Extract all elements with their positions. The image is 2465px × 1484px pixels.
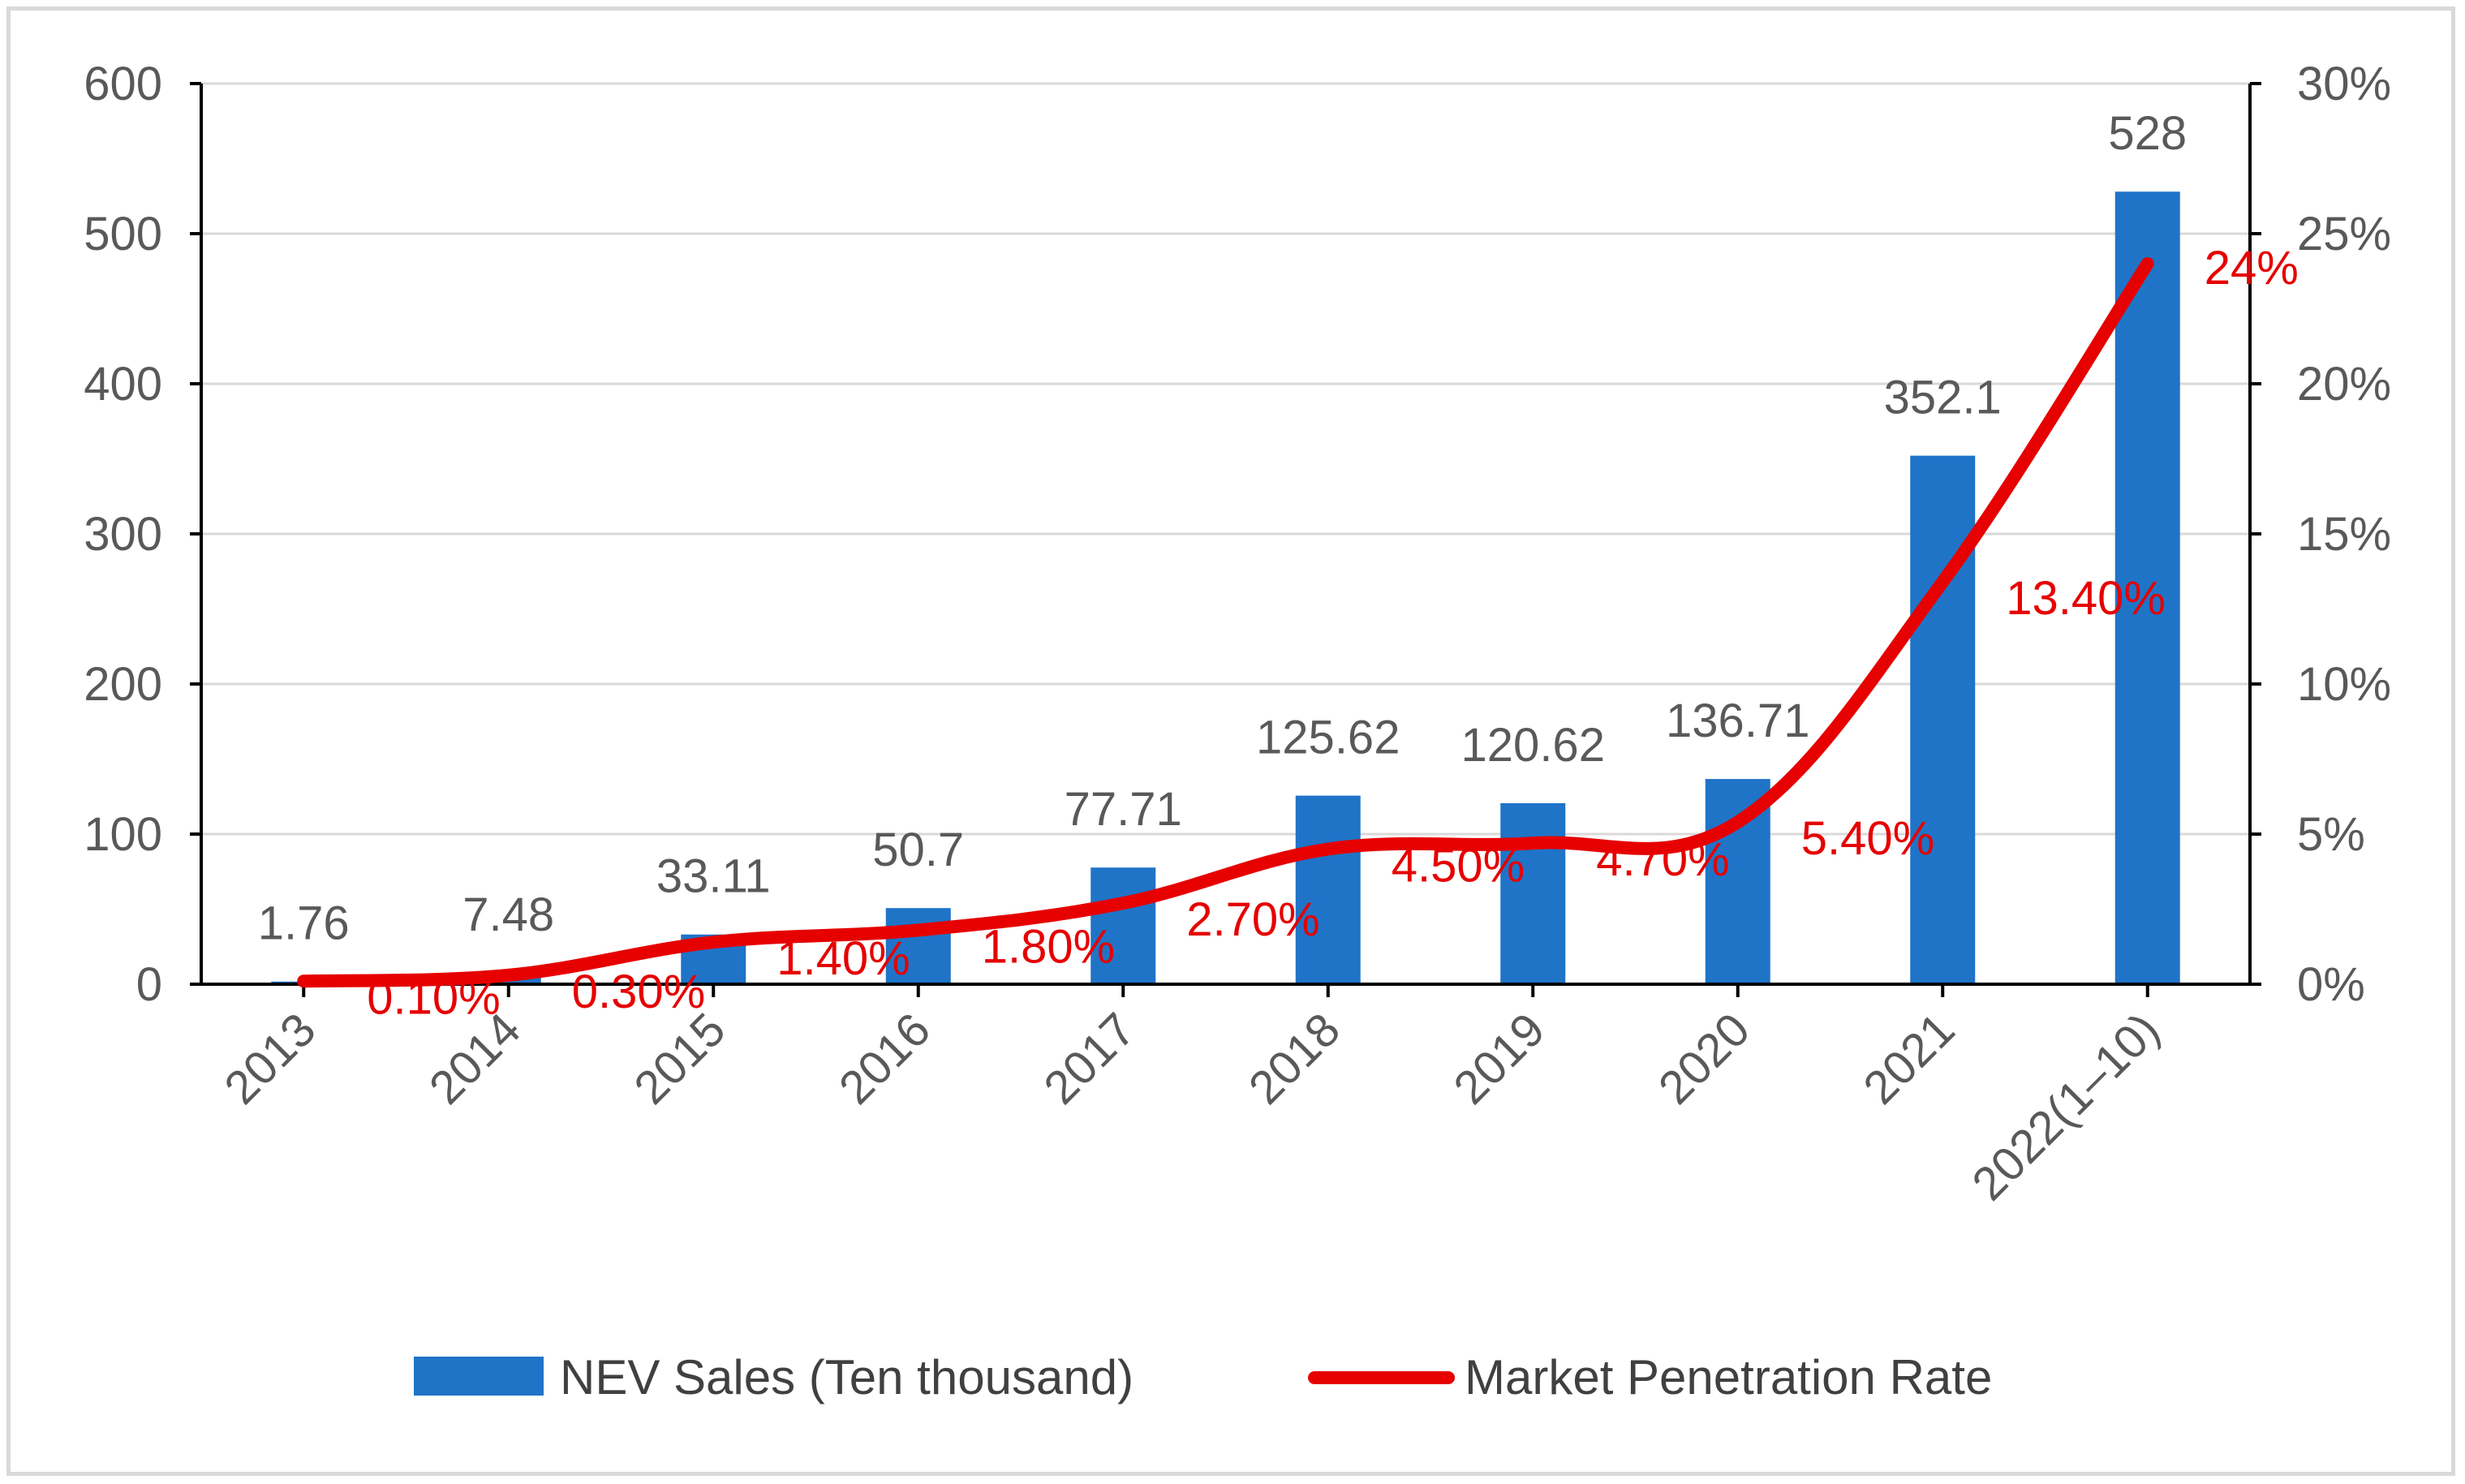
chart-frame [6,6,2455,1476]
x-tick-label: 2013 [214,1003,325,1114]
rate-value-label: 2.70% [1186,893,1319,946]
rate-line-group [297,257,2154,988]
sales-bar [1500,802,1566,984]
x-tick-label: 2019 [1443,1003,1555,1114]
legend-label-rate: Market Penetration Rate [1465,1350,1992,1404]
x-tick-label: 2015 [624,1003,735,1114]
left-axis-ticks: 0 100 200 300 400 500 600 [84,58,162,1011]
rate-value-label: 0.30% [572,966,705,1018]
left-tick-label: 100 [84,808,162,861]
right-tick-label: 30% [2297,58,2391,110]
left-tick-label: 300 [84,508,162,561]
rate-value-labels: 0.10% 0.30% 1.40% 1.80% 2.70% 4.50% 4.70% 5.40%… [367,242,2299,1024]
left-tick-label: 600 [84,58,162,110]
sales-bar [1091,867,1156,984]
sales-value-label: 77.71 [1065,783,1182,836]
legend: NEV Sales (Ten thousand) Market Penetrat… [414,1350,1992,1404]
left-tick-label: 400 [84,358,162,411]
sales-value-label: 352.1 [1884,372,2002,424]
right-tick-label: 15% [2297,508,2391,561]
rate-value-label: 24% [2205,242,2299,295]
rate-value-label: 1.40% [776,932,910,985]
x-tick-label: 2021 [1853,1003,1964,1114]
rate-value-label: 1.80% [982,920,1115,973]
sales-bar [885,908,951,984]
bars [271,191,2180,984]
axes [190,82,2261,997]
sales-value-label: 120.62 [1461,719,1605,772]
x-tick-label: 2016 [829,1003,940,1114]
sales-value-label: 33.11 [656,850,771,903]
sales-value-label: 7.48 [462,888,554,941]
rate-value-label: 4.50% [1392,840,1525,893]
legend-swatch-sales [414,1357,544,1396]
legend-label-sales: NEV Sales (Ten thousand) [560,1350,1134,1404]
rate-value-label: 0.10% [367,971,500,1024]
penetration-rate-line [297,257,2154,988]
x-tick-label: 2020 [1649,1003,1760,1114]
sales-bar [2114,191,2180,984]
x-tick-label: 2018 [1239,1003,1350,1114]
right-tick-label: 5% [2297,808,2365,861]
sales-value-label: 50.7 [872,824,964,876]
sales-value-label: 528 [2108,107,2187,160]
left-tick-label: 500 [84,208,162,260]
right-tick-label: 10% [2297,658,2391,711]
sales-value-label: 136.71 [1666,695,1809,747]
rate-value-label: 4.70% [1596,833,1729,886]
right-tick-label: 25% [2297,208,2391,260]
x-tick-label: 2017 [1034,1003,1145,1114]
rate-value-label: 13.40% [2006,572,2166,625]
x-tick-label: 2022(1–10) [1962,1003,2170,1211]
right-tick-label: 0% [2297,958,2365,1011]
x-axis-ticks: 2013 2014 2015 2016 2017 2018 2019 2020 20212022… [214,1003,2170,1211]
sales-value-label: 125.62 [1256,712,1400,764]
sales-bar [1910,455,1976,984]
sales-value-label: 1.76 [258,897,350,950]
left-tick-label: 200 [84,658,162,711]
left-tick-label: 0 [136,958,162,1011]
gridlines [201,82,2250,836]
rate-value-label: 5.40% [1801,812,1934,865]
right-tick-label: 20% [2297,358,2391,411]
bar-value-labels: 1.76 7.48 33.11 50.7 77.71 125.62 120.62 136.71… [258,107,2187,950]
right-axis-ticks: 0% 5% 10% 15% 20% 25% 30% [2297,58,2391,1011]
sales-bar [1295,795,1361,984]
